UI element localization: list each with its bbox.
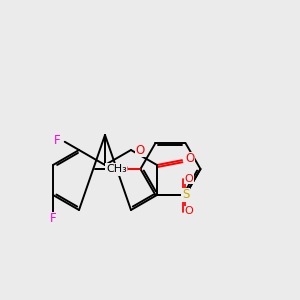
Text: F: F xyxy=(50,212,56,226)
Text: S: S xyxy=(182,188,189,202)
Text: O: O xyxy=(185,173,194,184)
Text: O: O xyxy=(136,143,145,157)
Text: CH₃: CH₃ xyxy=(106,164,127,174)
Text: O: O xyxy=(118,163,128,176)
Text: O: O xyxy=(186,152,195,165)
Text: F: F xyxy=(54,134,61,147)
Text: O: O xyxy=(185,206,194,217)
